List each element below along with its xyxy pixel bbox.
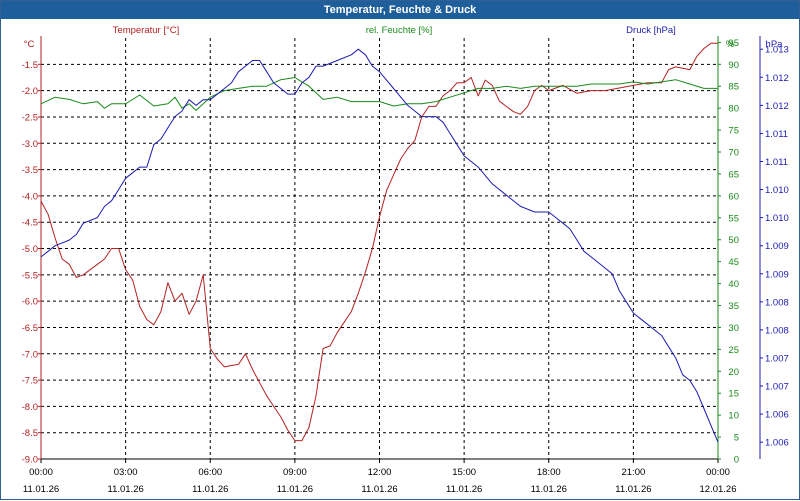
tick-labels: 00:00 11.01.26 03:00 11.01.26 06:00 11.01.26 0… — [22, 38, 789, 495]
humidity-tick: 20 — [728, 367, 739, 378]
humidity-tick: 0 — [734, 455, 739, 466]
temperature-tick: -5.5 — [22, 270, 38, 281]
humidity-tick: 80 — [728, 104, 739, 115]
pressure-tick: 1.010 — [765, 213, 789, 224]
pressure-tick: 1.012 — [765, 101, 789, 112]
x-tick-date: 11.01.26 — [277, 484, 313, 495]
x-tick-date: 11.01.26 — [23, 484, 59, 495]
humidity-tick: 55 — [728, 213, 739, 224]
series-lines — [40, 42, 719, 443]
pressure-tick: 1.009 — [765, 269, 789, 280]
pressure-tick: 1.011 — [765, 157, 788, 168]
humidity-axis-unit: % — [726, 39, 735, 50]
pressure-line — [40, 48, 719, 443]
temperature-tick: -7.0 — [22, 349, 38, 360]
x-tick-date: 12.01.26 — [700, 484, 737, 495]
x-tick-time: 03:00 — [114, 467, 138, 478]
x-tick-time: 00:00 — [29, 467, 53, 478]
temperature-tick: -9.0 — [22, 455, 38, 466]
chart-title: Temperatur, Feuchte & Druck — [1, 1, 799, 19]
temperature-tick: -5.0 — [22, 244, 38, 255]
pressure-tick: 1.012 — [765, 73, 789, 84]
pressure-tick: 1.013 — [765, 45, 789, 56]
temperature-tick: -6.5 — [22, 323, 38, 334]
temperature-tick: -4.5 — [22, 218, 38, 229]
x-tick-date: 11.01.26 — [361, 484, 397, 495]
humidity-tick: 10 — [728, 411, 739, 422]
humidity-tick: 90 — [728, 60, 739, 71]
humidity-tick: 15 — [728, 389, 739, 400]
pressure-tick: 1.008 — [765, 297, 789, 308]
temperature-tick: -3.0 — [22, 139, 38, 150]
x-tick-time: 00:00 — [706, 467, 730, 478]
humidity-tick: 30 — [728, 323, 739, 334]
temperature-legend: Temperatur [°C] — [113, 25, 180, 36]
x-tick-date: 11.01.26 — [615, 484, 651, 495]
x-tick-date: 11.01.26 — [107, 484, 143, 495]
humidity-tick: 85 — [728, 82, 739, 93]
pressure-tick: 1.009 — [765, 241, 789, 252]
axes — [38, 36, 763, 463]
humidity-tick: 65 — [728, 169, 739, 180]
temperature-tick: -2.5 — [22, 112, 38, 123]
temperature-tick: -4.0 — [22, 191, 38, 202]
temperature-tick: -6.0 — [22, 297, 38, 308]
humidity-tick: 25 — [728, 345, 739, 356]
pressure-tick: 1.007 — [765, 382, 789, 393]
pressure-tick: 1.011 — [765, 129, 788, 140]
grid — [41, 38, 718, 459]
humidity-tick: 95 — [728, 38, 739, 49]
temperature-tick: -7.5 — [22, 376, 38, 387]
humidity-tick: 45 — [728, 257, 739, 268]
pressure-tick: 1.007 — [765, 353, 789, 364]
humidity-tick: 75 — [728, 126, 739, 137]
pressure-tick: 1.010 — [765, 185, 789, 196]
pressure-legend: Druck [hPa] — [626, 25, 676, 36]
temperature-tick: -8.5 — [22, 428, 38, 439]
humidity-tick: 35 — [728, 301, 739, 312]
temperature-axis-unit: °C — [24, 39, 35, 50]
pressure-axis-unit: hPa — [766, 39, 784, 50]
x-tick-time: 12:00 — [368, 467, 392, 478]
pressure-tick: 1.006 — [765, 438, 789, 449]
humidity-tick: 70 — [728, 148, 739, 159]
x-tick-time: 06:00 — [198, 467, 222, 478]
temperature-tick: -1.5 — [22, 60, 38, 71]
humidity-tick: 40 — [728, 279, 739, 290]
x-tick-time: 18:00 — [537, 467, 561, 478]
humidity-tick: 60 — [728, 191, 739, 202]
pressure-tick: 1.006 — [765, 410, 789, 421]
x-tick-date: 11.01.26 — [446, 484, 482, 495]
x-tick-time: 15:00 — [452, 467, 476, 478]
humidity-line — [40, 77, 718, 111]
temperature-tick: -8.0 — [22, 402, 38, 413]
x-tick-time: 21:00 — [621, 467, 645, 478]
temperature-tick: -3.5 — [22, 165, 38, 176]
humidity-tick: 50 — [728, 235, 739, 246]
x-tick-time: 09:00 — [283, 467, 307, 478]
humidity-tick: 5 — [734, 433, 739, 444]
temperature-tick: -2.0 — [22, 86, 38, 97]
humidity-legend: rel. Feuchte [%] — [366, 25, 433, 36]
x-tick-date: 11.01.26 — [531, 484, 567, 495]
pressure-tick: 1.008 — [765, 325, 789, 336]
x-tick-date: 11.01.26 — [192, 484, 228, 495]
